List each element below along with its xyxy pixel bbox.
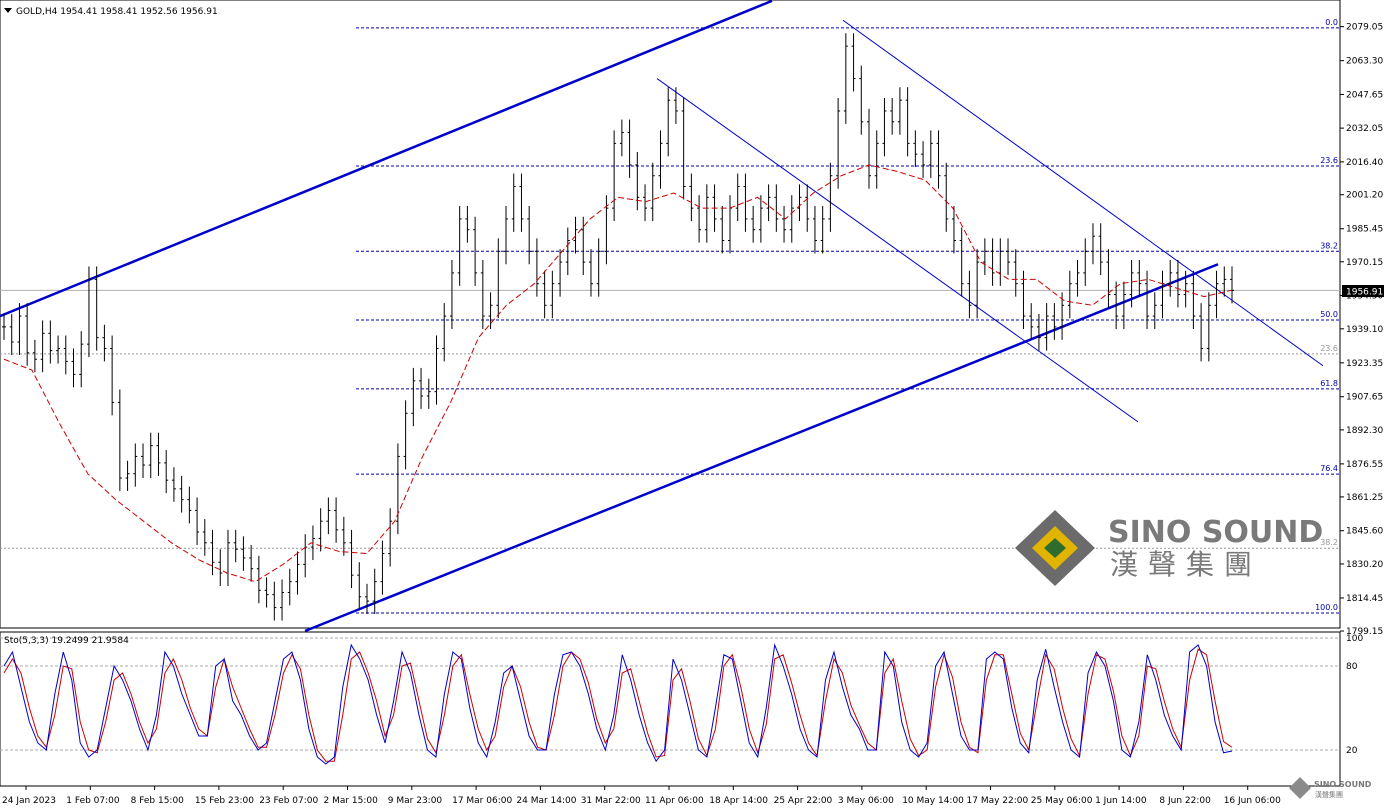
price-axis-label: 2047.65 bbox=[1346, 90, 1383, 100]
price-axis-label: 1892.30 bbox=[1346, 426, 1383, 436]
time-axis-label: 25 May 06:00 bbox=[1031, 796, 1093, 806]
price-axis-label: 1939.10 bbox=[1346, 325, 1383, 335]
moving-average-line bbox=[3, 164, 1233, 583]
time-axis-label: 3 May 06:00 bbox=[838, 796, 894, 806]
fibonacci-levels: 0.0 23.6 38.2 50.0 23.6 61.8 76.4 38.2 100.0 bbox=[0, 18, 1340, 614]
fib-level-label: 50.0 bbox=[1320, 310, 1338, 319]
price-series bbox=[2, 33, 1234, 621]
chart-frame bbox=[0, 0, 1341, 787]
watermark: SINO SOUND 漢聲集團 bbox=[1015, 510, 1323, 586]
time-axis-label: 16 Jun 06:00 bbox=[1224, 796, 1281, 806]
time-axis-label: 8 Jun 22:00 bbox=[1159, 796, 1211, 806]
lower-channel-line bbox=[304, 263, 1219, 633]
price-axis: 2079.05 2063.30 2047.65 2032.05 2016.40 2001.… bbox=[1340, 23, 1383, 637]
brand-en: SINO SOUND bbox=[1108, 515, 1323, 550]
fib-level-label: 61.8 bbox=[1320, 379, 1338, 388]
price-axis-label: 1845.60 bbox=[1346, 527, 1383, 537]
symbol-dropdown-icon[interactable] bbox=[4, 8, 12, 13]
fib-level-label: 23.6 bbox=[1320, 344, 1338, 353]
price-axis-label: 2016.40 bbox=[1346, 158, 1383, 168]
stochastic-label: Sto(5,3,3) 19.2499 21.9584 bbox=[4, 636, 129, 646]
time-axis-label: 2 Mar 15:00 bbox=[324, 796, 379, 806]
fib-level-label: 100.0 bbox=[1315, 603, 1338, 612]
small-brand-en: SINO SOUND bbox=[1314, 780, 1372, 789]
descending-lower-line bbox=[656, 78, 1139, 423]
fib-level-label: 0.0 bbox=[1325, 18, 1338, 27]
small-brand-cn: 漢聲集團 bbox=[1315, 790, 1343, 799]
main-plot-border bbox=[0, 0, 1341, 629]
time-axis-label: 1 Jun 14:00 bbox=[1095, 796, 1147, 806]
price-axis-label: 1985.45 bbox=[1346, 225, 1383, 235]
stochastic-level-label: 20 bbox=[1346, 746, 1358, 756]
stochastic-main-line bbox=[3, 643, 1233, 765]
time-axis-label: 10 May 14:00 bbox=[902, 796, 964, 806]
time-axis: 24 Jan 2023 1 Feb 07:00 8 Feb 15:00 15 Feb … bbox=[2, 786, 1281, 806]
time-axis-label: 31 Mar 22:00 bbox=[581, 796, 641, 806]
indicator-plot-border bbox=[0, 631, 1341, 787]
price-axis-label: 1970.15 bbox=[1346, 258, 1383, 268]
time-axis-label: 17 Mar 06:00 bbox=[452, 796, 512, 806]
small-watermark: SINO SOUND 漢聲集團 bbox=[1289, 777, 1372, 799]
time-axis-label: 15 Feb 23:00 bbox=[195, 796, 254, 806]
descending-upper-line bbox=[842, 19, 1324, 367]
time-axis-label: 24 Mar 14:00 bbox=[516, 796, 576, 806]
time-axis-label: 9 Mar 23:00 bbox=[388, 796, 443, 806]
time-axis-label: 8 Feb 15:00 bbox=[131, 796, 185, 806]
fib-level-label: 76.4 bbox=[1320, 464, 1338, 473]
stochastic-panel: 100 80 20 bbox=[0, 634, 1363, 765]
price-axis-label: 1799.15 bbox=[1346, 627, 1383, 637]
fib-level-label: 23.6 bbox=[1320, 156, 1338, 165]
price-axis-label: 1907.65 bbox=[1346, 393, 1383, 403]
time-axis-label: 1 Feb 07:00 bbox=[66, 796, 120, 806]
time-axis-label: 23 Feb 07:00 bbox=[259, 796, 318, 806]
price-axis-label: 2063.30 bbox=[1346, 57, 1383, 67]
time-axis-label: 11 Apr 06:00 bbox=[645, 796, 704, 806]
symbol-header: GOLD,H4 1954.41 1958.41 1952.56 1956.91 bbox=[16, 7, 218, 17]
trend-channels bbox=[0, 0, 1324, 633]
time-axis-label: 25 Apr 22:00 bbox=[774, 796, 833, 806]
time-axis-label: 24 Jan 2023 bbox=[2, 796, 56, 806]
price-label: 1956.91 bbox=[1342, 285, 1384, 298]
price-axis-label: 2001.20 bbox=[1346, 191, 1383, 201]
price-axis-label: 1830.20 bbox=[1346, 560, 1383, 570]
current-price-text: 1956.91 bbox=[1346, 288, 1383, 298]
price-axis-label: 2079.05 bbox=[1346, 23, 1383, 33]
moving-average bbox=[3, 164, 1233, 583]
stochastic-level-label: 80 bbox=[1346, 662, 1358, 672]
time-axis-label: 18 Apr 14:00 bbox=[709, 796, 768, 806]
fib-level-label: 38.2 bbox=[1320, 241, 1338, 250]
time-axis-label: 17 May 22:00 bbox=[967, 796, 1029, 806]
small-logo-icon bbox=[1289, 777, 1311, 799]
price-axis-label: 1923.35 bbox=[1346, 359, 1383, 369]
price-axis-label: 1876.55 bbox=[1346, 460, 1383, 470]
logo-core-icon bbox=[1044, 538, 1066, 558]
price-axis-label: 1861.25 bbox=[1346, 493, 1383, 503]
price-axis-label: 1814.45 bbox=[1346, 594, 1383, 604]
price-axis-label: 2032.05 bbox=[1346, 124, 1383, 134]
brand-cn: 漢聲集團 bbox=[1110, 548, 1262, 581]
upper-channel-line bbox=[0, 0, 773, 318]
fib-level-label: 38.2 bbox=[1320, 538, 1338, 547]
stochastic-level-label: 100 bbox=[1346, 634, 1363, 644]
